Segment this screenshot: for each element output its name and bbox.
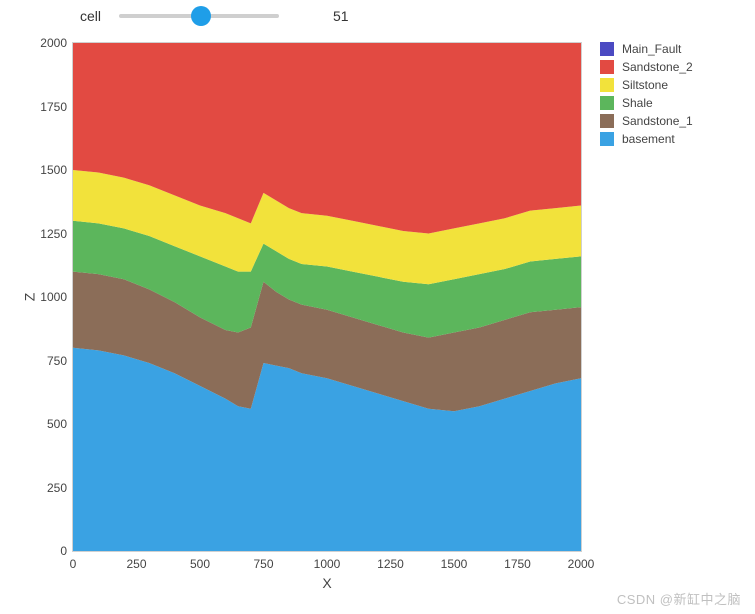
x-tick: 1750 [504, 557, 531, 571]
legend-item[interactable]: Shale [600, 96, 693, 110]
x-tick: 2000 [568, 557, 595, 571]
x-tick: 500 [190, 557, 210, 571]
plot-svg [73, 43, 581, 551]
legend-swatch [600, 78, 614, 92]
y-tick: 0 [60, 544, 67, 558]
legend-swatch [600, 114, 614, 128]
legend-label: basement [622, 132, 675, 146]
watermark-text: CSDN @新缸中之脑 [617, 589, 741, 608]
cell-slider-label: cell [80, 8, 101, 24]
y-tick: 750 [47, 354, 67, 368]
y-tick: 500 [47, 417, 67, 431]
x-tick: 1250 [377, 557, 404, 571]
legend-item[interactable]: Sandstone_2 [600, 60, 693, 74]
cross-section-plot: X Z 025050075010001250150017502000025050… [72, 42, 582, 552]
legend-swatch [600, 60, 614, 74]
legend-item[interactable]: Main_Fault [600, 42, 693, 56]
x-tick: 1500 [441, 557, 468, 571]
cell-slider[interactable] [119, 6, 279, 26]
legend-label: Main_Fault [622, 42, 681, 56]
legend-label: Sandstone_1 [622, 114, 693, 128]
y-tick: 1250 [40, 227, 67, 241]
legend-swatch [600, 96, 614, 110]
legend-item[interactable]: Siltstone [600, 78, 693, 92]
legend-label: Shale [622, 96, 653, 110]
x-tick: 1000 [314, 557, 341, 571]
cell-slider-value: 51 [333, 8, 349, 24]
legend-label: Sandstone_2 [622, 60, 693, 74]
slider-thumb[interactable] [191, 6, 211, 26]
legend-label: Siltstone [622, 78, 668, 92]
legend-item[interactable]: Sandstone_1 [600, 114, 693, 128]
legend-swatch [600, 42, 614, 56]
x-tick: 750 [253, 557, 273, 571]
x-tick: 250 [126, 557, 146, 571]
y-tick: 1750 [40, 100, 67, 114]
y-axis-label: Z [21, 293, 37, 302]
x-axis-label: X [322, 575, 331, 591]
y-tick: 250 [47, 481, 67, 495]
x-tick: 0 [70, 557, 77, 571]
y-tick: 1500 [40, 163, 67, 177]
legend-swatch [600, 132, 614, 146]
legend: Main_Fault Sandstone_2 Siltstone Shale Sands… [600, 42, 693, 150]
y-tick: 2000 [40, 36, 67, 50]
y-tick: 1000 [40, 290, 67, 304]
cell-slider-row: cell 51 [80, 6, 349, 26]
legend-item[interactable]: basement [600, 132, 693, 146]
